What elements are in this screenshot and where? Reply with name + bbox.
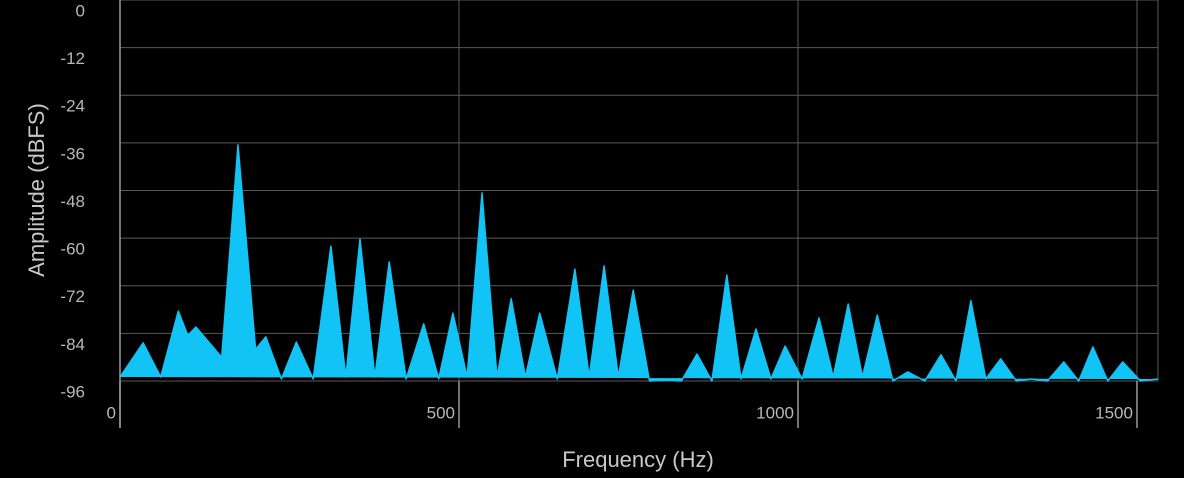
y-tick-label: -96 (60, 382, 85, 401)
spectrum-area (119, 144, 1159, 382)
y-tick-label: 0 (76, 1, 85, 20)
y-tick-label: -24 (60, 97, 85, 116)
y-tick-label: -72 (60, 287, 85, 306)
x-axis-title: Frequency (Hz) (562, 447, 714, 472)
y-tick-label: -84 (60, 335, 85, 354)
y-tick-label: -36 (60, 144, 85, 163)
y-tick-label: -48 (60, 192, 85, 211)
x-tick-label: 0 (107, 403, 116, 422)
x-tick-label: 500 (427, 403, 455, 422)
y-axis-title: Amplitude (dBFS) (24, 103, 49, 277)
y-tick-label: -12 (60, 49, 85, 68)
x-tick-label: 1000 (756, 403, 794, 422)
y-tick-label: -60 (60, 240, 85, 259)
x-tick-label: 1500 (1095, 403, 1133, 422)
